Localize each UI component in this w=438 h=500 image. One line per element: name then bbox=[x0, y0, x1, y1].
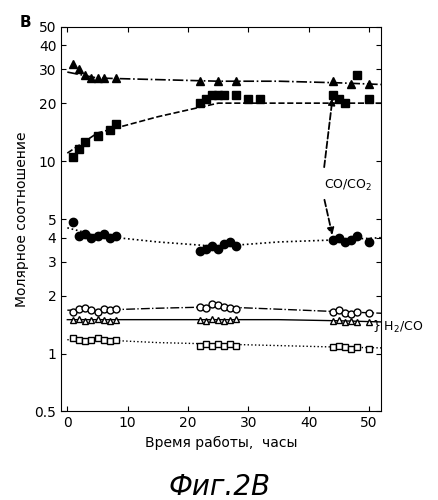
Y-axis label: Молярное соотношение: Молярное соотношение bbox=[15, 132, 29, 307]
Text: } H$_2$/CO: } H$_2$/CO bbox=[372, 318, 424, 334]
Text: B: B bbox=[20, 15, 32, 30]
Text: Фиг.2B: Фиг.2B bbox=[168, 473, 270, 500]
Text: CO/CO$_2$: CO/CO$_2$ bbox=[324, 178, 372, 192]
X-axis label: Время работы,  часы: Время работы, часы bbox=[145, 436, 297, 450]
